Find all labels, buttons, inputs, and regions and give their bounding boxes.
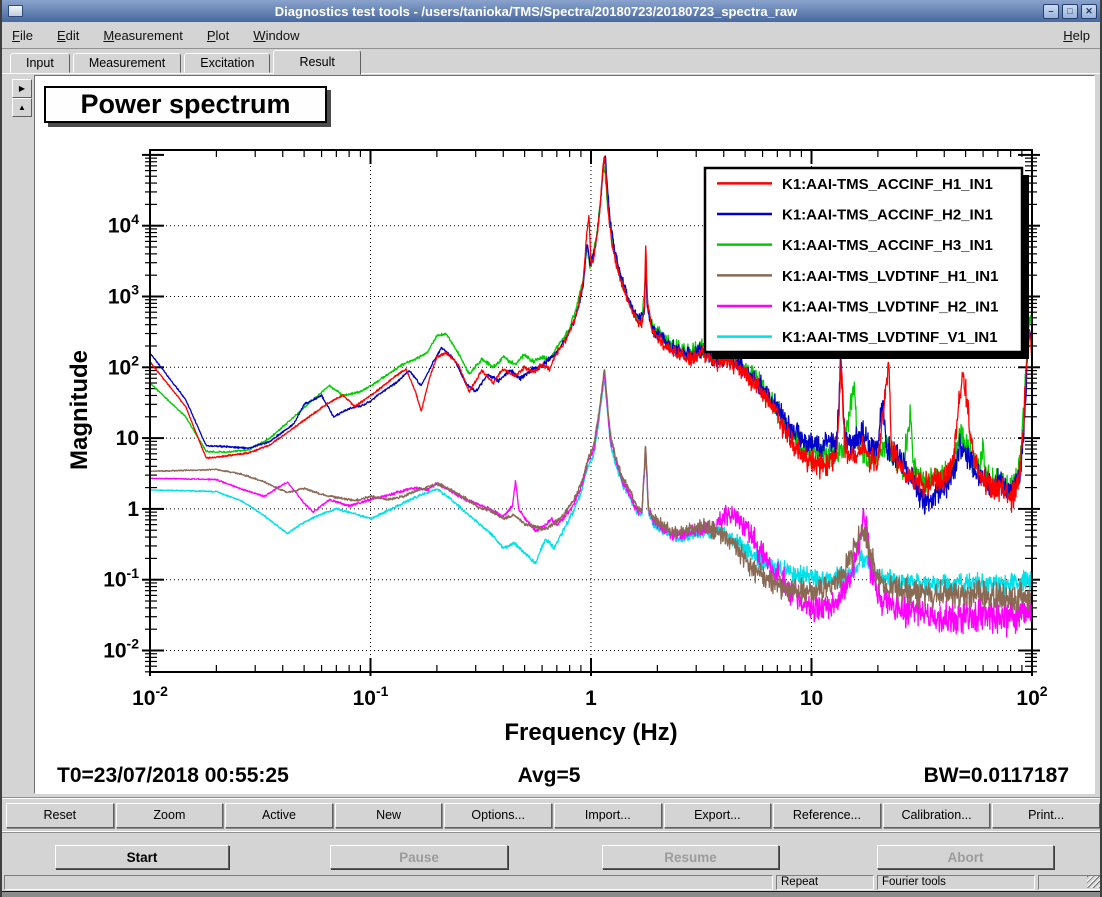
t0-timestamp: T0=23/07/2018 00:55:25 xyxy=(57,764,289,788)
y-axis-title: Magnitude xyxy=(66,350,94,470)
x-tick-label: 10 xyxy=(800,687,823,710)
status-cell-repeat: Repeat xyxy=(776,875,874,890)
status-cell-main xyxy=(4,875,773,890)
x-tick-label: 102 xyxy=(1016,683,1047,710)
minimize-button[interactable]: – xyxy=(1043,4,1059,19)
active-button[interactable]: Active xyxy=(225,803,333,828)
tab-excitation[interactable]: Excitation xyxy=(184,53,270,73)
y-tick-label: 1 xyxy=(127,498,139,521)
scroll-right-arrow-button[interactable]: ▶ xyxy=(12,79,32,98)
import-button[interactable]: Import... xyxy=(554,803,662,828)
window-bottom-edge xyxy=(2,891,1102,897)
y-tick-label: 102 xyxy=(108,353,139,380)
bandwidth-label: BW=0.0117187 xyxy=(924,764,1069,788)
canvas-region: ▶ ▲ Power spectrum Magnitude Frequency (… xyxy=(2,74,1102,796)
menu-help[interactable]: Help xyxy=(1063,28,1090,43)
y-tick-label: 10 xyxy=(116,427,139,450)
menu-measurement[interactable]: Measurement xyxy=(103,28,183,43)
new-button[interactable]: New xyxy=(335,803,443,828)
x-tick-label: 10-2 xyxy=(132,683,168,710)
window-title: Diagnostics test tools - /users/tanioka/… xyxy=(29,4,1043,19)
x-tick-label: 10-1 xyxy=(353,683,389,710)
pause-button[interactable]: Pause xyxy=(330,845,508,869)
plot-pad-title: Power spectrum xyxy=(44,86,327,123)
menu-edit[interactable]: Edit xyxy=(57,28,79,43)
menu-bar: File Edit Measurement Plot Window Help xyxy=(2,22,1100,49)
status-bar: RepeatFourier tools xyxy=(2,874,1102,891)
window-icon xyxy=(8,5,23,17)
maximize-button[interactable]: □ xyxy=(1062,4,1078,19)
tab-input[interactable]: Input xyxy=(10,53,70,73)
tab-measurement[interactable]: Measurement xyxy=(73,53,181,73)
app-window: Diagnostics test tools - /users/tanioka/… xyxy=(0,0,1102,897)
tab-result[interactable]: Result xyxy=(273,50,360,75)
legend-label: K1:AAI-TMS_LVDTINF_H1_IN1 xyxy=(782,268,998,285)
options-button[interactable]: Options... xyxy=(444,803,552,828)
plot-toolbar: ResetZoomActiveNewOptions...Import...Exp… xyxy=(2,797,1102,833)
close-button[interactable]: ✕ xyxy=(1081,4,1097,19)
x-axis-title: Frequency (Hz) xyxy=(504,719,677,747)
y-tick-label: 103 xyxy=(108,282,139,309)
legend-label: K1:AAI-TMS_ACCINF_H1_IN1 xyxy=(782,176,993,193)
averages-label: Avg=5 xyxy=(518,764,581,788)
legend-label: K1:AAI-TMS_ACCINF_H3_IN1 xyxy=(782,237,993,254)
legend: K1:AAI-TMS_ACCINF_H1_IN1 K1:AAI-TMS_ACCIN… xyxy=(705,168,1029,359)
menu-plot[interactable]: Plot xyxy=(207,28,229,43)
resize-grip[interactable] xyxy=(1038,875,1102,890)
y-tick-label: 10-2 xyxy=(103,636,139,663)
menu-file[interactable]: File xyxy=(12,28,33,43)
legend-label: K1:AAI-TMS_LVDTINF_H2_IN1 xyxy=(782,299,998,316)
print-button[interactable]: Print... xyxy=(992,803,1100,828)
calibration-button[interactable]: Calibration... xyxy=(883,803,991,828)
reset-button[interactable]: Reset xyxy=(6,803,114,828)
export-button[interactable]: Export... xyxy=(664,803,772,828)
reference-button[interactable]: Reference... xyxy=(773,803,881,828)
menu-window[interactable]: Window xyxy=(253,28,299,43)
x-tick-label: 1 xyxy=(585,687,597,710)
tab-bar: InputMeasurementExcitationResult xyxy=(2,49,1100,74)
status-cell-fourier-tools: Fourier tools xyxy=(877,875,1035,890)
scroll-up-arrow-button[interactable]: ▲ xyxy=(12,98,32,117)
abort-button[interactable]: Abort xyxy=(877,845,1054,869)
y-tick-label: 104 xyxy=(108,211,139,238)
plot-canvas[interactable]: Power spectrum Magnitude Frequency (Hz) … xyxy=(34,75,1095,794)
zoom-button[interactable]: Zoom xyxy=(116,803,224,828)
legend-label: K1:AAI-TMS_ACCINF_H2_IN1 xyxy=(782,207,993,224)
start-button[interactable]: Start xyxy=(55,845,229,869)
spectrum-plot[interactable]: K1:AAI-TMS_ACCINF_H1_IN1 K1:AAI-TMS_ACCIN… xyxy=(35,76,1094,793)
trace-K1:AAI-TMS_LVDTINF_H2_IN1 xyxy=(150,374,1032,638)
resume-button[interactable]: Resume xyxy=(602,845,779,869)
y-tick-label: 10-1 xyxy=(103,565,139,592)
legend-label: K1:AAI-TMS_LVDTINF_V1_IN1 xyxy=(782,329,998,346)
title-bar[interactable]: Diagnostics test tools - /users/tanioka/… xyxy=(2,0,1100,22)
